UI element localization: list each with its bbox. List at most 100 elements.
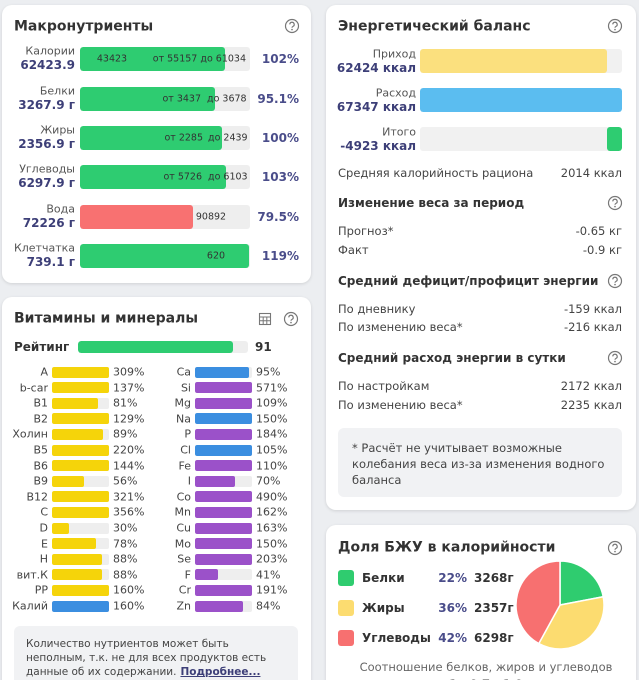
nutrient-name: Углеводы	[19, 162, 75, 176]
bar	[52, 413, 109, 425]
nutrient-name: Холин	[12, 427, 48, 441]
row-value: 2172 ккал	[560, 379, 622, 394]
help-icon[interactable]	[607, 273, 623, 289]
rating-track	[78, 341, 248, 353]
nutrient-amount: 72226 г	[22, 215, 75, 230]
percent: 144%	[113, 459, 145, 472]
bar	[195, 584, 252, 596]
bar-text: 43423	[96, 53, 128, 65]
nutrient-name: B5	[33, 443, 48, 457]
bar	[195, 569, 219, 581]
bar	[80, 244, 249, 268]
more-link[interactable]: Подробнее...	[180, 666, 261, 679]
help-icon[interactable]	[607, 540, 623, 556]
percent: 81%	[113, 396, 138, 410]
row-value: -216 ккал	[563, 320, 622, 335]
nutrient-name: E	[41, 537, 48, 550]
bar-track	[195, 584, 252, 596]
legend-percent: 42%	[438, 630, 467, 645]
legend-name: Белки	[362, 570, 405, 585]
bar	[195, 475, 235, 487]
bar	[195, 522, 252, 534]
card-title: Витамины и минералы	[14, 310, 198, 327]
percent: 105%	[256, 443, 288, 457]
bar	[52, 397, 99, 409]
nutrient-name: вит.К	[16, 568, 48, 582]
percent: 79.5%	[257, 209, 299, 224]
nutrient-name: Cr	[178, 583, 191, 597]
bar-track	[195, 553, 252, 565]
table-icon[interactable]	[258, 312, 272, 326]
nutrient-name: Калории	[25, 44, 75, 58]
help-icon[interactable]	[607, 350, 623, 366]
bar	[195, 366, 250, 378]
nutrient-name: B1	[33, 396, 48, 410]
nutrient-name: Вода	[46, 202, 75, 216]
legend-grams: 6298г	[474, 630, 514, 645]
card-title: Макронутриенты	[14, 18, 154, 35]
bar-track	[80, 87, 250, 111]
bar-track	[195, 444, 252, 456]
nutrient-name: I	[187, 474, 191, 488]
bar	[52, 382, 109, 394]
percent: 88%	[113, 568, 138, 582]
percent: 571%	[256, 381, 288, 394]
bar	[195, 428, 252, 440]
bar-text: от 3437	[162, 93, 201, 105]
bar-track	[195, 428, 252, 440]
percent: 160%	[113, 583, 145, 597]
bar-track	[420, 49, 622, 73]
percent: 110%	[256, 459, 288, 472]
bar	[52, 460, 109, 472]
row-label: По дневнику	[338, 302, 416, 317]
percent: 356%	[113, 505, 145, 519]
help-icon[interactable]	[284, 18, 300, 34]
percent: 309%	[113, 365, 145, 379]
nutrient-name: Белки	[39, 84, 75, 98]
bar-track	[195, 382, 252, 394]
note-box: Количество нутриентов может быть неполны…	[14, 626, 298, 680]
ratio-text: 1 : 0.7 : 1.9	[449, 677, 523, 680]
legend-swatch	[338, 630, 354, 646]
bar-track	[80, 165, 250, 189]
bar-track	[52, 538, 109, 550]
help-icon[interactable]	[607, 195, 623, 211]
bar	[52, 569, 103, 581]
help-icon[interactable]	[607, 18, 623, 34]
percent: 203%	[256, 552, 288, 566]
bar-track	[195, 475, 252, 487]
row-value: -159 ккал	[563, 302, 622, 317]
percent: 109%	[256, 396, 288, 410]
bar	[52, 366, 109, 378]
pie-slice	[537, 595, 605, 650]
bar-track	[195, 397, 252, 409]
nutrient-name: Калий	[12, 599, 48, 613]
row-value: -0.9 кг	[582, 243, 622, 258]
bar-track	[52, 600, 109, 612]
bar-text: 90892	[195, 211, 227, 223]
nutrient-name: Жиры	[40, 123, 75, 137]
bar-text: 620	[206, 250, 226, 262]
nutrient-name: F	[184, 568, 191, 582]
percent: 56%	[113, 474, 138, 488]
percent: 70%	[256, 474, 281, 488]
percent: 95.1%	[257, 91, 299, 106]
bar	[52, 538, 97, 550]
help-icon[interactable]	[283, 311, 299, 327]
percent: 119%	[261, 248, 299, 263]
percent: 88%	[113, 552, 138, 566]
section-title: Средний дефицит/профицит энергии	[338, 273, 599, 288]
bar-track	[52, 366, 109, 378]
bar	[195, 397, 252, 409]
row-value: 2235 ккал	[560, 398, 622, 413]
bar	[195, 382, 252, 394]
legend-grams: 3268г	[474, 570, 514, 585]
bar-track	[80, 244, 250, 268]
energy-name: Итого	[382, 125, 416, 139]
bar-text: до 6103	[208, 171, 248, 183]
vitamins-card	[2, 297, 311, 680]
section-title: Изменение веса за период	[338, 195, 525, 210]
bar-track	[52, 569, 109, 581]
bar-track	[195, 569, 252, 581]
energy-value: 62424 ккал	[336, 60, 416, 75]
